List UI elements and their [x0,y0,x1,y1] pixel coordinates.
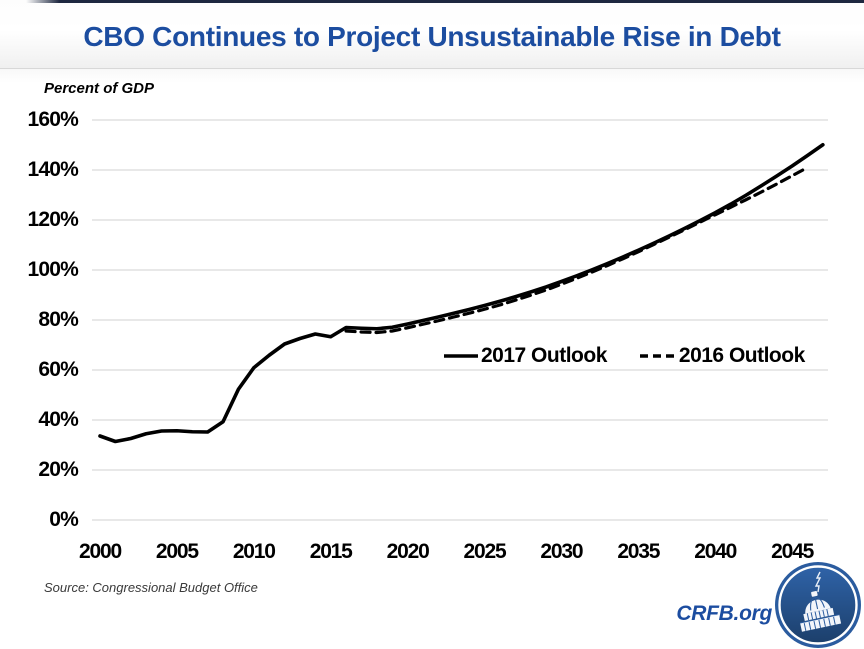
y-tick-label: 80% [38,308,78,331]
brand-text: CRFB.org [676,602,772,625]
series-line-2017 [98,142,825,444]
page-title: CBO Continues to Project Unsustainable R… [83,21,781,52]
top-border [26,0,864,3]
legend-item-2017: 2017 Outlook [443,344,607,368]
x-tick-label: 2040 [694,540,737,563]
y-tick-label: 60% [38,358,78,381]
legend-label-2017: 2017 Outlook [481,344,607,367]
capitol-dome-icon [775,562,861,648]
y-tick-label: 0% [49,508,79,531]
solid-line-swatch [444,354,478,358]
x-tick-label: 2015 [309,540,353,563]
y-tick-label: 120% [27,208,78,231]
title-band-shadow [0,69,864,83]
x-tick-label: 2020 [386,540,430,563]
statue-of-freedom [814,571,822,593]
x-tick-label: 2030 [540,540,583,563]
title-band [0,0,864,69]
y-tick-label: 20% [38,458,78,481]
x-tick-label: 2045 [771,540,814,563]
x-tick-label: 2000 [79,540,122,563]
y-axis-title: Percent of GDP [44,80,155,97]
dashed-line-swatch [639,354,676,358]
y-tick-label: 160% [27,108,78,131]
legend-item-2016: 2016 Outlook [639,344,805,368]
source-note: Source: Congressional Budget Office [44,580,258,595]
y-tick-label: 140% [27,158,78,181]
legend-label-2016: 2016 Outlook [678,344,805,367]
series-line-2016 [344,165,810,335]
x-tick-label: 2005 [155,540,199,563]
x-tick-label: 2025 [463,540,507,563]
y-tick-label: 100% [27,258,78,281]
x-tick-label: 2010 [232,540,276,563]
x-tick-label: 2035 [617,540,660,563]
capitol-building [799,590,842,632]
chart-legend: 2017 Outlook 2016 Outlook [443,344,805,368]
y-tick-label: 40% [38,408,78,431]
